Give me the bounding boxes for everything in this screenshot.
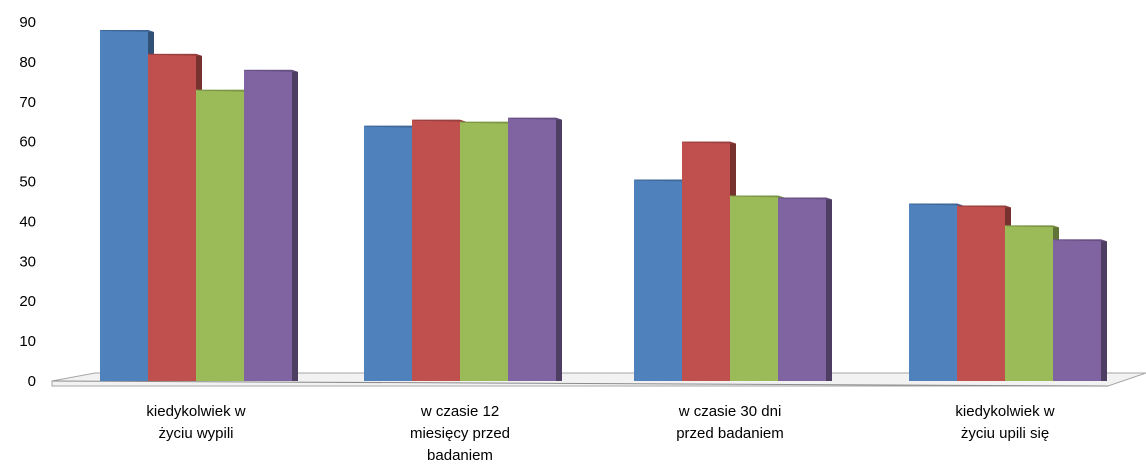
x-category-label: w czasie 12 miesięcy przed badaniem <box>410 403 510 464</box>
bar <box>148 53 202 382</box>
bar-top <box>730 195 784 198</box>
bar-front <box>100 29 148 381</box>
bar-front <box>1005 225 1053 381</box>
bar-front <box>244 69 292 381</box>
y-tick-label: 30 <box>19 253 36 270</box>
y-tick-label: 90 <box>19 14 36 31</box>
bar <box>957 205 1011 381</box>
bar-top <box>909 203 963 206</box>
bar <box>196 89 250 382</box>
bar-front <box>682 141 730 381</box>
bar-side <box>556 117 562 381</box>
bar-top <box>412 119 466 122</box>
bar-top <box>148 53 202 56</box>
bar <box>244 69 298 381</box>
y-tick-label: 70 <box>19 94 36 111</box>
bar <box>364 125 418 381</box>
bar <box>730 195 784 381</box>
bar <box>634 179 688 381</box>
bar-top <box>1005 225 1059 228</box>
bar <box>909 203 963 381</box>
bar-front <box>1053 239 1101 381</box>
bar-top <box>778 197 832 200</box>
bar-top <box>682 141 736 144</box>
bar-top <box>508 117 562 120</box>
bar <box>508 117 562 381</box>
x-axis-line <box>51 380 1109 387</box>
bar-front <box>634 179 682 381</box>
bar-side <box>826 197 832 381</box>
y-tick-label: 80 <box>19 54 36 71</box>
bar <box>412 119 466 381</box>
bar-top <box>460 121 514 124</box>
bar-side <box>1101 239 1107 381</box>
y-tick-label: 40 <box>19 213 36 230</box>
bar-layer <box>100 29 1107 382</box>
bar-front <box>957 205 1005 381</box>
bar-front <box>730 195 778 381</box>
label-layer: 0 10 20 30 40 50 60 70 80 90 kiedykolwiek w życiu w… <box>19 14 1054 464</box>
y-tick-label: 10 <box>19 333 36 350</box>
y-tick-label: 20 <box>19 293 36 310</box>
bar <box>778 197 832 381</box>
bar-front <box>412 119 460 381</box>
bar <box>460 121 514 381</box>
bar-top <box>634 179 688 182</box>
x-category-label: kiedykolwiek w życiu upili się <box>955 403 1054 442</box>
bar-side <box>292 69 298 381</box>
bar-top <box>364 125 418 128</box>
bar-top <box>196 89 250 92</box>
bar-front <box>148 53 196 382</box>
bar <box>1053 239 1107 381</box>
bar <box>100 29 154 381</box>
y-tick-label: 50 <box>19 174 36 191</box>
bar <box>1005 225 1059 381</box>
bar-front <box>909 203 957 381</box>
y-tick-label: 0 <box>28 373 36 390</box>
bar-top <box>100 29 154 32</box>
bar-front <box>778 197 826 381</box>
axis-layer <box>51 372 1146 387</box>
bar-top <box>1053 239 1107 242</box>
y-tick-label: 60 <box>19 134 36 151</box>
bar-front <box>196 89 244 382</box>
bar-front <box>460 121 508 381</box>
bar-front <box>508 117 556 381</box>
x-category-label: kiedykolwiek w życiu wypili <box>146 403 245 442</box>
bar-top <box>957 205 1011 208</box>
bar-front <box>364 125 412 381</box>
bar-top <box>244 69 298 72</box>
x-category-label: w czasie 30 dni przed badaniem <box>676 403 784 442</box>
bar <box>682 141 736 381</box>
